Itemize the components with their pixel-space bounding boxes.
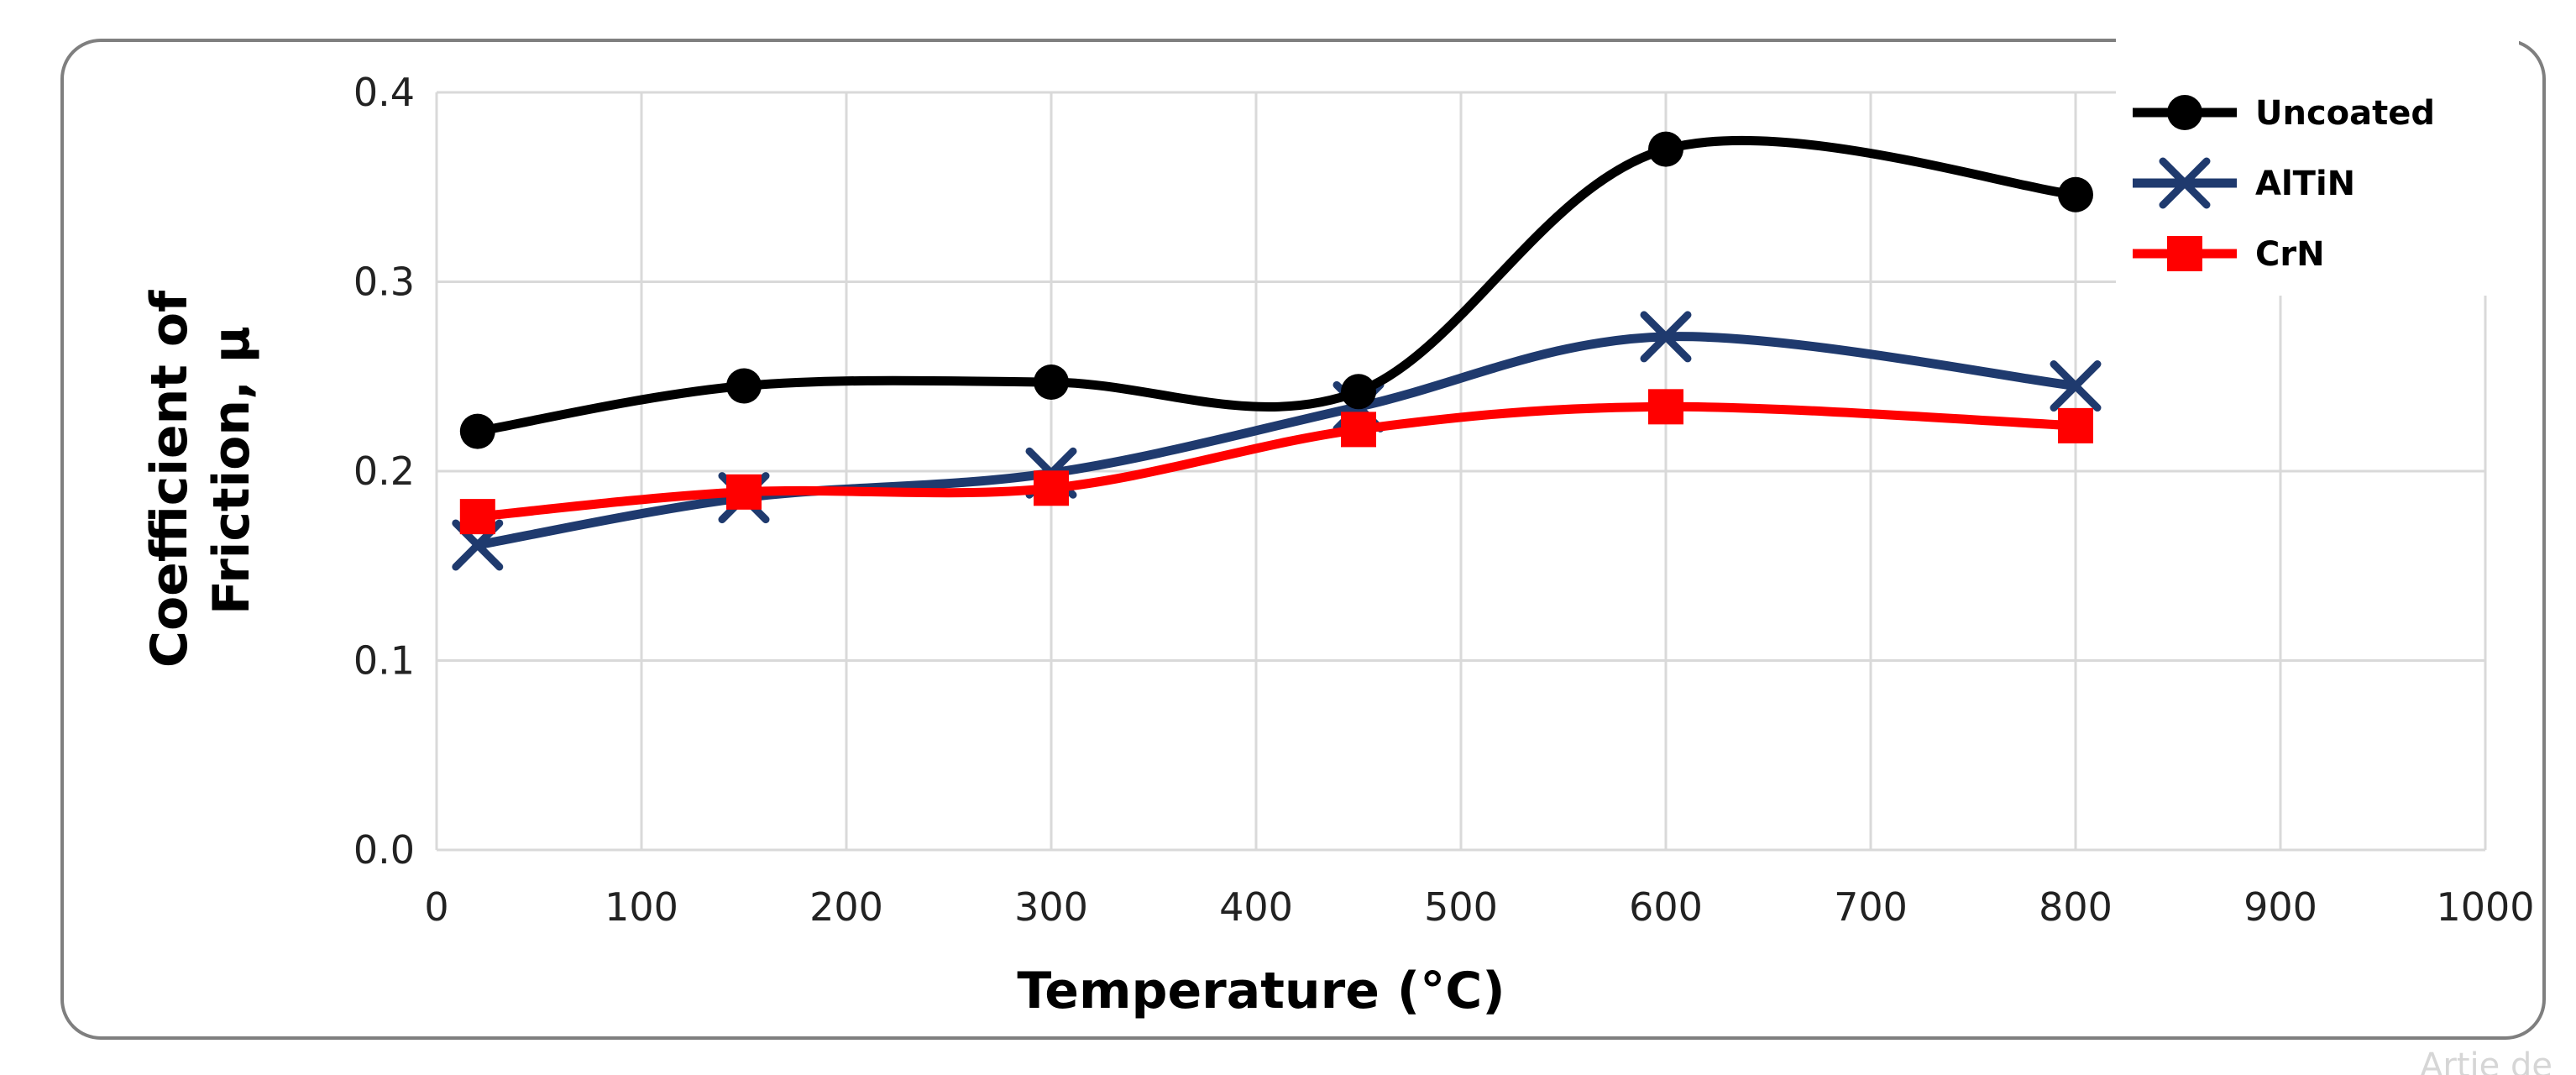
legend-label-crn: CrN — [2255, 235, 2325, 274]
series-crn — [459, 389, 2093, 535]
data-point-uncoated — [459, 413, 495, 449]
watermark: Artie de — [2420, 1046, 2552, 1075]
x-tick-label: 700 — [1834, 884, 1908, 930]
data-point-uncoated — [1341, 374, 1376, 410]
series-uncoated — [459, 131, 2093, 449]
legend-item-altin: AlTiN — [2133, 157, 2355, 209]
legend-label-uncoated: Uncoated — [2255, 94, 2435, 133]
data-point-uncoated — [2058, 176, 2093, 212]
y-tick-label: 0.2 — [353, 448, 415, 494]
series-line-uncoated — [476, 135, 2076, 437]
y-tick-label: 0.4 — [353, 70, 415, 115]
x-tick-label: 800 — [2039, 884, 2113, 930]
data-point-altin — [2050, 360, 2102, 412]
x-axis-title: Temperature (°C) — [1017, 962, 1505, 1020]
data-point-crn — [2058, 407, 2093, 443]
legend-item-uncoated: Uncoated — [2133, 94, 2435, 133]
x-tick-label: 300 — [1014, 884, 1088, 930]
y-tick-label: 0.0 — [353, 827, 415, 873]
y-axis-title-line-2: Friction, μ — [202, 326, 261, 615]
y-tick-label: 0.3 — [353, 260, 415, 305]
data-point-crn — [459, 499, 495, 535]
x-tick-label: 100 — [605, 884, 678, 930]
axes: 0 100 200 300 400 500 600 700 800 900 1000 0.0 0.1 0.… — [353, 70, 2535, 930]
data-point-uncoated — [1034, 364, 1069, 401]
data-point-crn — [1341, 412, 1376, 448]
x-tick-label: 500 — [1424, 884, 1498, 930]
x-marker-stroke — [2159, 157, 2211, 209]
y-axis-title: Coefficient of Friction, μ — [140, 273, 261, 668]
series — [452, 131, 2102, 571]
data-point-altin — [1640, 311, 1692, 363]
legend-marker-crn — [2167, 236, 2202, 271]
data-point-crn — [1034, 470, 1069, 506]
y-axis-title-line-1: Coefficient of — [140, 290, 199, 668]
legend: Uncoated AlTiN CrN — [2116, 34, 2519, 296]
data-point-crn — [726, 474, 762, 510]
legend-marker-altin — [2159, 157, 2211, 209]
legend-item-crn: CrN — [2133, 235, 2325, 274]
data-point-uncoated — [1648, 131, 1683, 167]
x-tick-label: 600 — [1629, 884, 1703, 930]
data-point-uncoated — [726, 368, 762, 404]
x-tick-label: 900 — [2244, 884, 2317, 930]
x-tick-label: 1000 — [2436, 884, 2534, 930]
x-tick-label: 400 — [1219, 884, 1293, 930]
x-marker-stroke — [1640, 311, 1692, 363]
data-point-crn — [1648, 389, 1683, 425]
y-tick-label: 0.1 — [353, 638, 415, 684]
x-tick-label: 0 — [424, 884, 448, 930]
x-tick-label: 200 — [809, 884, 883, 930]
legend-marker-uncoated — [2167, 95, 2202, 130]
legend-label-altin: AlTiN — [2255, 165, 2355, 203]
x-marker-stroke — [2050, 360, 2102, 412]
